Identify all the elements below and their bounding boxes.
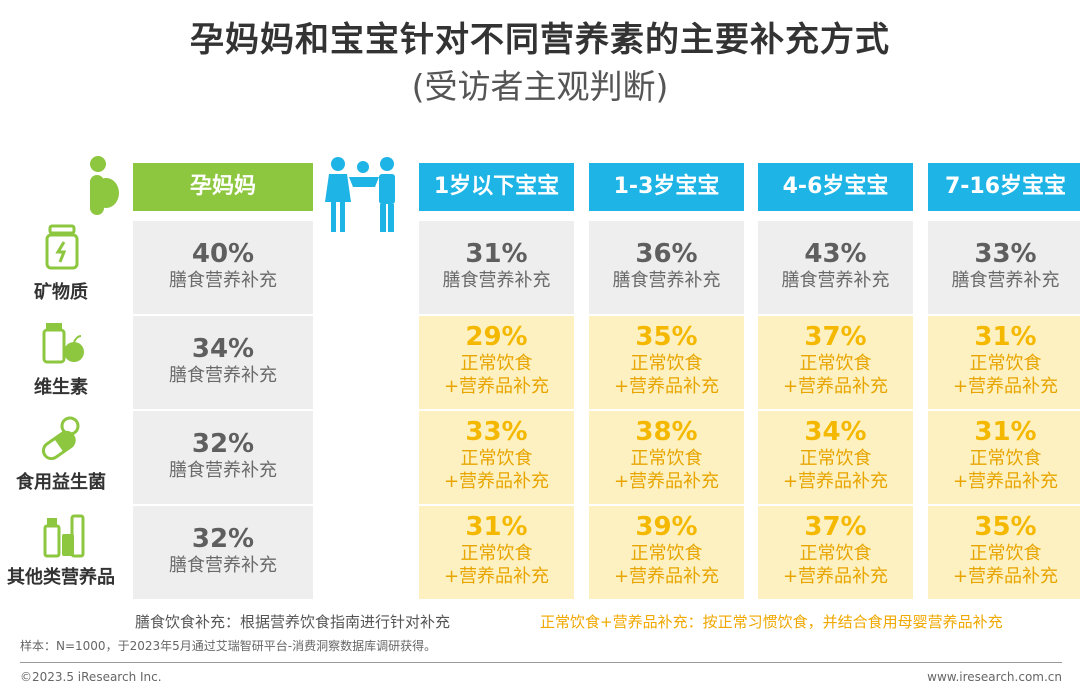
cell-method-line2: +营养品补充	[952, 471, 1059, 492]
cell-value: 31%	[974, 417, 1037, 447]
cell-baby-4-6-vitamin: 37% 正常饮食 +营养品补充	[758, 316, 913, 409]
cell-baby-4-6-probiotic: 34% 正常饮食 +营养品补充	[758, 411, 913, 504]
probiotic-capsule-icon	[41, 416, 80, 460]
cell-value: 33%	[974, 239, 1037, 269]
cell-method-line2: +营养品补充	[613, 566, 720, 587]
cell-method-line1: 正常饮食	[969, 353, 1042, 374]
cell-baby-4-6-mineral: 43% 膳食营养补充	[758, 221, 913, 314]
cell-method-line2: +营养品补充	[782, 566, 889, 587]
column-header-baby-under1: 1岁以下宝宝	[419, 163, 574, 211]
cell-value: 37%	[804, 322, 867, 352]
cell-method-line1: 正常饮食	[969, 448, 1042, 469]
legend-diet: 膳食饮食补充：根据营养饮食指南进行针对补充	[135, 613, 451, 631]
cell-value: 32%	[191, 524, 255, 554]
cell-baby-7-16-vitamin: 31% 正常饮食 +营养品补充	[928, 316, 1080, 409]
cell-mom-vitamin: 34% 膳食营养补充	[133, 316, 313, 409]
cell-value: 39%	[635, 512, 698, 542]
cell-method: 膳食营养补充	[442, 270, 551, 291]
cell-method: 膳食营养补充	[612, 270, 721, 291]
row-label-vitamin: 维生素	[34, 377, 88, 398]
page-title: 孕妈妈和宝宝针对不同营养素的主要补充方式	[190, 20, 890, 60]
cell-method-line2: +营养品补充	[443, 471, 550, 492]
copyright: ©2023.5 iResearch Inc.	[20, 670, 162, 684]
cell-mom-other: 32% 膳食营养补充	[133, 506, 313, 599]
cell-mom-mineral: 40% 膳食营养补充	[133, 221, 313, 314]
cell-method-line2: +营养品补充	[443, 566, 550, 587]
page-subtitle: (受访者主观判断)	[411, 67, 669, 106]
cell-method-line2: +营养品补充	[782, 376, 889, 397]
cell-method: 膳食营养补充	[169, 270, 277, 291]
cell-value: 33%	[465, 417, 528, 447]
cell-value: 36%	[635, 239, 698, 269]
cell-value: 40%	[191, 239, 255, 269]
cell-method-line1: 正常饮食	[630, 353, 703, 374]
column-header-baby-7-16: 7-16岁宝宝	[928, 163, 1080, 211]
vitamin-bottle-icon	[42, 323, 84, 364]
cell-baby-7-16-other: 35% 正常饮食 +营养品补充	[928, 506, 1080, 599]
website-link: www.iresearch.com.cn	[927, 670, 1062, 684]
cell-baby-under1-probiotic: 33% 正常饮食 +营养品补充	[419, 411, 574, 504]
row-label-probiotic: 食用益生菌	[16, 472, 106, 493]
cell-baby-7-16-probiotic: 31% 正常饮食 +营养品补充	[928, 411, 1080, 504]
cell-value: 34%	[804, 417, 867, 447]
cell-value: 35%	[635, 322, 698, 352]
cell-baby-1-3-vitamin: 35% 正常饮食 +营养品补充	[589, 316, 744, 409]
cell-mom-probiotic: 32% 膳食营养补充	[133, 411, 313, 504]
cell-method-line2: +营养品补充	[782, 471, 889, 492]
column-header-mom: 孕妈妈	[133, 163, 313, 211]
cell-method: 膳食营养补充	[169, 365, 277, 386]
cell-method-line1: 正常饮食	[799, 543, 872, 564]
cell-value: 31%	[465, 239, 528, 269]
row-label-mineral: 矿物质	[34, 282, 88, 303]
row-label-other-supplements: 其他类营养品	[7, 567, 115, 588]
cell-method-line1: 正常饮食	[460, 448, 533, 469]
cell-baby-under1-other: 31% 正常饮食 +营养品补充	[419, 506, 574, 599]
cell-method-line1: 正常饮食	[630, 543, 703, 564]
cell-method-line1: 正常饮食	[799, 448, 872, 469]
cell-value: 29%	[465, 322, 528, 352]
cell-method-line1: 正常饮食	[969, 543, 1042, 564]
cell-baby-4-6-other: 37% 正常饮食 +营养品补充	[758, 506, 913, 599]
cell-value: 35%	[974, 512, 1037, 542]
legend-normal-plus: 正常饮食+营养品补充：按正常习惯饮食，并结合食用母婴营养品补充	[540, 613, 1003, 631]
cell-value: 31%	[465, 512, 528, 542]
cell-method-line1: 正常饮食	[460, 543, 533, 564]
mineral-jar-icon	[45, 224, 79, 270]
cell-baby-under1-vitamin: 29% 正常饮食 +营养品补充	[419, 316, 574, 409]
footer-divider	[20, 662, 1062, 663]
cell-value: 37%	[804, 512, 867, 542]
cell-method: 膳食营养补充	[169, 460, 277, 481]
cell-baby-1-3-other: 39% 正常饮食 +营养品补充	[589, 506, 744, 599]
cell-baby-7-16-mineral: 33% 膳食营养补充	[928, 221, 1080, 314]
cell-value: 32%	[191, 429, 255, 459]
cell-baby-under1-mineral: 31% 膳食营养补充	[419, 221, 574, 314]
cell-method-line1: 正常饮食	[630, 448, 703, 469]
cell-method-line2: +营养品补充	[952, 376, 1059, 397]
cell-method: 膳食营养补充	[951, 270, 1060, 291]
cell-value: 38%	[635, 417, 698, 447]
cell-value: 31%	[974, 322, 1037, 352]
cell-method-line2: +营养品补充	[613, 471, 720, 492]
parent-child-icon	[325, 157, 395, 232]
cell-method-line1: 正常饮食	[460, 353, 533, 374]
cell-method-line1: 正常饮食	[799, 353, 872, 374]
cell-method: 膳食营养补充	[781, 270, 890, 291]
column-header-baby-1-3: 1-3岁宝宝	[589, 163, 744, 211]
cell-method-line2: +营养品补充	[952, 566, 1059, 587]
sample-note: 样本：N=1000，于2023年5月通过艾瑞智研平台-消费洞察数据库调研获得。	[20, 639, 437, 653]
cell-value: 34%	[191, 334, 255, 364]
cell-baby-1-3-mineral: 36% 膳食营养补充	[589, 221, 744, 314]
column-header-baby-4-6: 4-6岁宝宝	[758, 163, 913, 211]
pregnant-mother-icon	[90, 156, 119, 215]
cell-method-line2: +营养品补充	[613, 376, 720, 397]
cell-baby-1-3-probiotic: 38% 正常饮食 +营养品补充	[589, 411, 744, 504]
cell-method: 膳食营养补充	[169, 555, 277, 576]
cell-value: 43%	[804, 239, 867, 269]
supplement-bottles-icon	[43, 514, 85, 558]
cell-method-line2: +营养品补充	[443, 376, 550, 397]
